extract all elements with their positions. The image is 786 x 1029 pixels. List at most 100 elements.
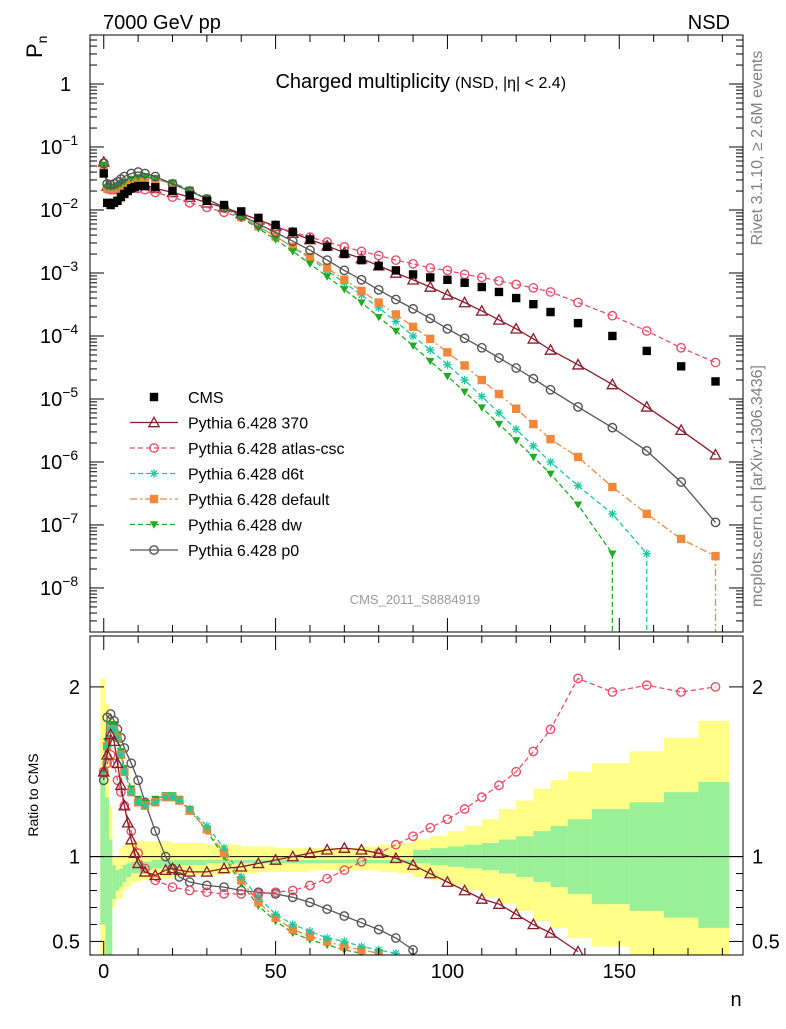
band-inner bbox=[112, 865, 116, 900]
ratio-point bbox=[322, 933, 332, 943]
ratio-y-tick-label-right: 0.5 bbox=[752, 931, 780, 953]
ratio-point bbox=[97, 765, 111, 777]
data-point bbox=[527, 332, 540, 344]
star-stroke bbox=[392, 318, 400, 325]
y-tick-base: 10 bbox=[40, 389, 62, 411]
ratio-point bbox=[114, 778, 128, 791]
data-point bbox=[608, 509, 617, 519]
data-point bbox=[608, 550, 617, 558]
data-point bbox=[494, 408, 504, 418]
legend-entry-pythia-6-428-default: Pythia 6.428 default bbox=[130, 492, 330, 509]
band-inner bbox=[122, 865, 127, 883]
star-stroke bbox=[117, 751, 125, 759]
data-point bbox=[544, 343, 557, 355]
legend-label: Pythia 6.428 dw bbox=[188, 518, 302, 535]
band-inner bbox=[698, 781, 730, 928]
ratio-point bbox=[356, 917, 367, 928]
star-stroke bbox=[340, 937, 348, 945]
data-point bbox=[511, 404, 521, 413]
ratio-point bbox=[150, 826, 161, 837]
star-stroke bbox=[409, 332, 417, 340]
x-axis-label: n bbox=[730, 989, 741, 1011]
data-point bbox=[528, 373, 539, 384]
ratio-point bbox=[423, 867, 437, 879]
ratio-point bbox=[305, 880, 315, 891]
top-frame bbox=[89, 34, 744, 633]
data-point bbox=[641, 326, 652, 336]
chart-title: Charged multiplicity bbox=[275, 71, 450, 93]
ratio-pythia-6-428-370 bbox=[97, 727, 584, 955]
data-point bbox=[168, 186, 177, 196]
data-point bbox=[184, 197, 195, 208]
ratio-point bbox=[408, 831, 418, 842]
data-point bbox=[529, 453, 538, 462]
ratio-point bbox=[356, 856, 367, 867]
ratio-point bbox=[252, 856, 265, 869]
rivet-label: Rivet 3.1.10, ≥ 2.6M events bbox=[749, 51, 766, 246]
data-point bbox=[443, 348, 452, 357]
star-stroke bbox=[529, 442, 537, 450]
data-point bbox=[287, 236, 298, 247]
data-point bbox=[608, 331, 617, 341]
star-stroke bbox=[175, 797, 183, 805]
ratio-point bbox=[100, 748, 114, 760]
y-tick-label: 10−8 bbox=[40, 573, 78, 600]
data-point bbox=[711, 377, 720, 386]
ratio-point bbox=[509, 907, 523, 920]
data-point bbox=[607, 422, 618, 433]
data-point bbox=[140, 181, 150, 191]
ratio-point bbox=[710, 682, 721, 692]
ratio-point bbox=[322, 904, 333, 915]
data-point bbox=[529, 419, 538, 429]
ratio-point bbox=[389, 851, 403, 864]
data-point bbox=[202, 196, 212, 206]
ratio-point bbox=[305, 927, 315, 936]
ratio-point bbox=[140, 801, 150, 810]
data-point bbox=[305, 235, 315, 244]
data-point bbox=[426, 345, 435, 355]
legend-label: Pythia 6.428 d6t bbox=[188, 467, 304, 484]
chart-subtitle: (NSD, |η| < 2.4) bbox=[455, 75, 566, 92]
series-pythia-6-428-dw bbox=[99, 161, 617, 632]
star-stroke bbox=[254, 893, 262, 901]
data-point bbox=[357, 299, 366, 307]
ratio-point bbox=[305, 897, 315, 908]
data-point bbox=[573, 481, 583, 490]
ratio-point bbox=[173, 863, 186, 876]
data-point bbox=[460, 278, 469, 287]
y-tick-base: 10 bbox=[40, 515, 62, 537]
data-point bbox=[185, 191, 194, 200]
data-point bbox=[492, 313, 506, 325]
data-point bbox=[477, 282, 486, 292]
data-point bbox=[608, 482, 617, 492]
ratio-point bbox=[372, 846, 385, 859]
legend-entry-pythia-6-428-p0: Pythia 6.428 p0 bbox=[130, 543, 299, 560]
series-cms bbox=[99, 169, 720, 386]
uncertainty-bands bbox=[100, 678, 730, 955]
ratio-point bbox=[339, 865, 350, 876]
star-stroke bbox=[141, 802, 149, 810]
y-tick-exponent: −6 bbox=[62, 447, 78, 463]
ratio-point bbox=[184, 885, 195, 896]
ratio-y-tick-label-right: 2 bbox=[752, 677, 763, 699]
legend-marker bbox=[149, 545, 159, 555]
data-point bbox=[458, 295, 471, 308]
band-inner bbox=[275, 859, 293, 864]
legend-marker bbox=[149, 494, 159, 504]
y-tick-exponent: −1 bbox=[62, 132, 78, 148]
y-tick-exponent: −5 bbox=[62, 384, 78, 400]
ratio-point bbox=[219, 848, 229, 858]
data-point bbox=[219, 200, 229, 210]
data-point bbox=[408, 342, 418, 350]
y-tick-exponent: −7 bbox=[62, 510, 78, 526]
ratio-point bbox=[126, 758, 137, 769]
star-stroke bbox=[120, 768, 128, 776]
series-line bbox=[103, 165, 648, 632]
data-point bbox=[511, 437, 521, 445]
star-stroke bbox=[574, 482, 582, 490]
band-outer bbox=[224, 844, 242, 874]
ratio-point bbox=[107, 734, 121, 747]
data-point bbox=[573, 501, 583, 509]
star-stroke bbox=[151, 798, 159, 806]
data-point bbox=[423, 280, 437, 292]
